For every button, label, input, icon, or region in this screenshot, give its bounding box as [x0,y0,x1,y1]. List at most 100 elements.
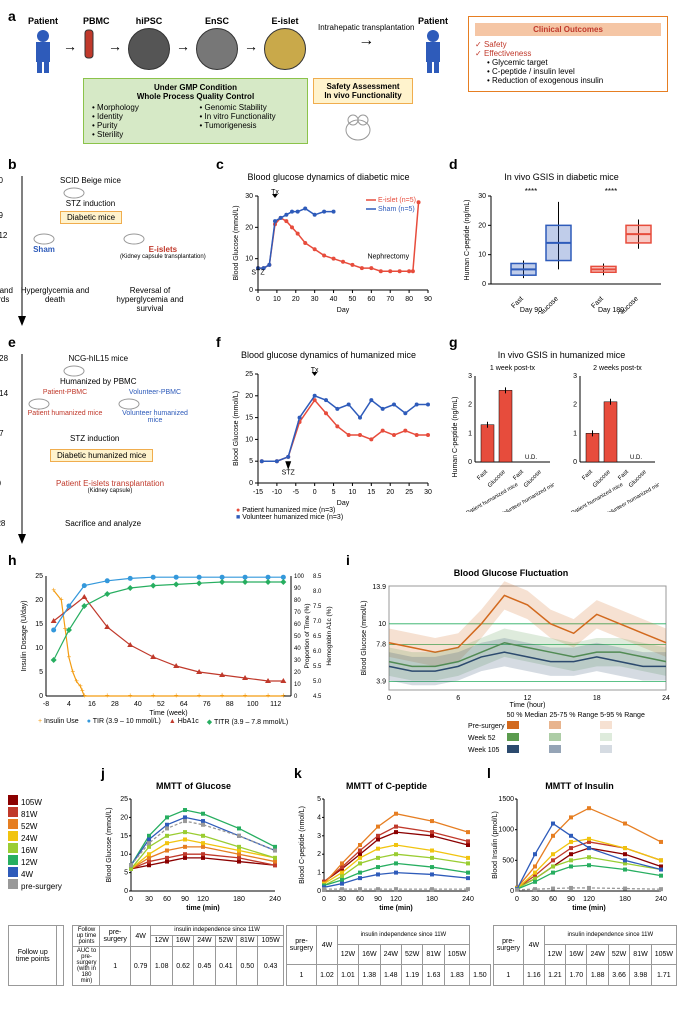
panel-f-chart: 0510152025-15-10-5051015202530Blood Gluc… [226,362,436,507]
svg-text:+: + [151,691,156,700]
svg-text:24: 24 [662,695,670,702]
svg-text:52: 52 [157,701,165,708]
jkl-legend: 105W81W52W24W16W12W4Wpre-surgery [8,765,93,913]
svg-text:time (min): time (min) [379,905,412,912]
svg-text:2: 2 [573,402,577,409]
svg-text:10: 10 [35,645,43,652]
svg-text:Blood Glucose (mmol/L): Blood Glucose (mmol/L) [233,391,240,466]
svg-text:+: + [63,624,68,633]
svg-text:10: 10 [245,436,253,443]
svg-text:****: **** [525,187,537,196]
svg-text:7.0: 7.0 [313,619,322,625]
mouse-icon [115,396,143,410]
svg-text:Insulin Dosage (U/day): Insulin Dosage (U/day) [21,600,28,671]
svg-text:Blood Glucose (mmol/L): Blood Glucose (mmol/L) [233,205,240,280]
svg-text:Time (hour): Time (hour) [510,702,546,709]
svg-text:100: 100 [294,574,305,580]
svg-text:30: 30 [311,296,319,303]
legend-item: Patient humanized mice (n=3) [242,507,335,514]
svg-text:30: 30 [294,658,301,664]
panel-e-diagram: Day -28 Day -14 Day -7 Day 0 Day 28 Time… [20,354,208,544]
svg-text:+: + [82,691,87,700]
svg-text:time (min): time (min) [186,905,219,912]
svg-text:10: 10 [273,296,281,303]
eislet-icon [264,28,306,70]
panel-c-title: Blood glucose dynamics of diabetic mice [216,172,441,182]
label-patient: Patient [28,16,58,26]
svg-text:40: 40 [330,296,338,303]
svg-text:10: 10 [245,256,253,263]
svg-text:Fast: Fast [617,469,630,482]
svg-text:25: 25 [35,573,43,580]
panel-k-label: k [294,765,302,781]
svg-text:64: 64 [180,701,188,708]
hipsc-icon [128,28,170,70]
panel-d-label: d [449,156,458,172]
svg-text:1: 1 [468,430,472,437]
arrow-icon: → [244,38,258,54]
svg-text:5.5: 5.5 [313,664,322,670]
svg-text:20: 20 [386,489,394,496]
svg-text:0: 0 [129,896,133,903]
svg-text:0: 0 [482,281,486,288]
bottom-table: Follow up time points Follow up time poi… [8,921,677,986]
svg-text:Human C-peptide (ng/mL): Human C-peptide (ng/mL) [464,200,471,281]
svg-text:25: 25 [120,796,128,803]
ensc-icon [196,28,238,70]
svg-text:Blood Insulin (pmol/L): Blood Insulin (pmol/L) [492,811,499,879]
arrow-icon: → [108,38,122,54]
svg-text:+: + [70,667,75,676]
svg-text:1500: 1500 [498,796,514,803]
svg-text:20: 20 [245,224,253,231]
svg-text:12: 12 [524,695,532,702]
panel-f-title: Blood glucose dynamics of humanized mice [216,350,441,360]
svg-text:3.9: 3.9 [376,678,386,685]
svg-text:0: 0 [313,489,317,496]
svg-text:2 weeks post-tx: 2 weeks post-tx [593,365,642,372]
svg-text:240: 240 [269,896,281,903]
panel-h-chart: 051015202501020304050607080901004.55.05.… [16,568,336,718]
svg-text:80: 80 [405,296,413,303]
svg-text:7.8: 7.8 [376,642,386,649]
panel-d-chart: 0102030FastGlucoseFastGlucoseDay 90Day 1… [459,184,669,314]
svg-text:+: + [67,653,72,662]
svg-text:180: 180 [619,896,631,903]
svg-text:Human C-peptide (ng/mL): Human C-peptide (ng/mL) [452,397,459,478]
svg-text:0: 0 [39,693,43,700]
svg-text:40: 40 [294,646,301,652]
svg-text:180: 180 [426,896,438,903]
panel-i-label: i [346,552,350,568]
svg-text:0: 0 [387,695,391,702]
svg-text:2: 2 [317,851,321,858]
mouse-icon [25,396,53,410]
svg-text:30: 30 [531,896,539,903]
svg-text:6.5: 6.5 [313,634,322,640]
svg-text:20: 20 [35,597,43,604]
svg-text:STZ: STZ [282,469,296,476]
svg-text:1: 1 [573,430,577,437]
panel-e-label: e [8,334,16,350]
svg-text:+: + [266,691,271,700]
svg-text:time (min): time (min) [572,905,605,912]
svg-text:Hemoglobin A1c (%): Hemoglobin A1c (%) [326,606,333,665]
svg-text:16: 16 [88,701,96,708]
panel-k-title: MMTT of C-peptide [294,781,479,791]
monkey-icon [338,110,378,145]
svg-text:0: 0 [317,888,321,895]
svg-text:13.9: 13.9 [372,584,386,591]
panel-g-label: g [449,334,458,350]
svg-text:5: 5 [249,458,253,465]
svg-text:3: 3 [573,373,577,380]
panel-h-legend: + Insulin Use ● TIR (3.9 – 10 mmol/L) ▲ … [38,718,338,726]
panel-k-chart: 0123450306090120180240Blood C-peptide (n… [294,793,474,913]
tube-icon [83,28,95,63]
svg-text:0: 0 [256,296,260,303]
svg-text:2: 2 [468,402,472,409]
panel-h-label: h [8,552,17,568]
panel-i-legend: 50 % Median25-75 % Range5-95 % Range Pre… [466,710,676,757]
svg-text:240: 240 [462,896,474,903]
svg-text:28: 28 [111,701,119,708]
svg-text:Blood Glucose (mmol/L): Blood Glucose (mmol/L) [106,807,113,882]
svg-text:30: 30 [245,193,253,200]
svg-text:60: 60 [367,296,375,303]
